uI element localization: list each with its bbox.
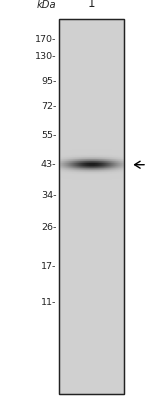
Text: 17-: 17- bbox=[41, 262, 56, 271]
Text: 11-: 11- bbox=[41, 298, 56, 307]
Text: 72-: 72- bbox=[41, 102, 56, 111]
Bar bbox=[59, 19, 124, 394]
Text: 95-: 95- bbox=[41, 77, 56, 86]
Text: 130-: 130- bbox=[35, 52, 56, 61]
Text: kDa: kDa bbox=[37, 0, 56, 10]
Bar bbox=[59, 19, 124, 394]
Text: 1: 1 bbox=[88, 0, 96, 10]
Text: 34-: 34- bbox=[41, 191, 56, 201]
Text: 55-: 55- bbox=[41, 131, 56, 140]
Text: 26-: 26- bbox=[41, 223, 56, 232]
Text: 43-: 43- bbox=[41, 160, 56, 169]
Text: 170-: 170- bbox=[35, 35, 56, 44]
